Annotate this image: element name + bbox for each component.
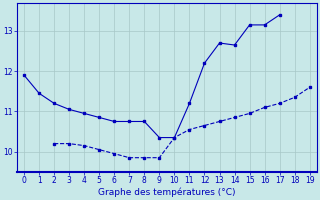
X-axis label: Graphe des températures (°C): Graphe des températures (°C) — [98, 188, 236, 197]
